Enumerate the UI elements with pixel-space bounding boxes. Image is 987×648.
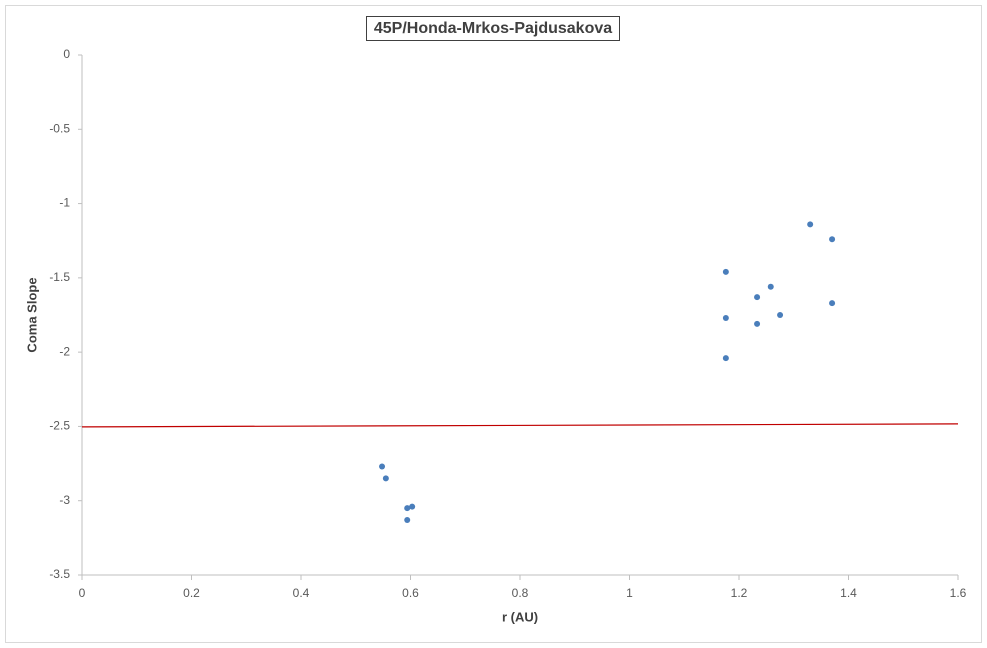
scatter-point xyxy=(754,294,761,301)
x-tick-label: 0 xyxy=(79,586,86,600)
title-box xyxy=(366,16,620,41)
y-tick-label: 0 xyxy=(63,47,70,61)
x-tick-label: 0.8 xyxy=(512,586,529,600)
x-tick-label: 1.2 xyxy=(731,586,748,600)
x-tick-label: 1.4 xyxy=(840,586,857,600)
y-tick-label: -2 xyxy=(59,344,70,358)
y-tick-label: -1.5 xyxy=(49,270,70,284)
scatter-point xyxy=(722,314,729,321)
scatter-point xyxy=(754,320,761,327)
scatter-point xyxy=(722,268,729,275)
y-tick-label: -3.5 xyxy=(49,567,70,581)
chart-border xyxy=(5,5,982,643)
y-tick-label: -3 xyxy=(59,493,70,507)
scatter-point xyxy=(379,463,386,470)
scatter-point xyxy=(829,236,836,243)
y-tick-label: -1 xyxy=(59,196,70,210)
x-tick-label: 1.6 xyxy=(950,586,967,600)
scatter-point xyxy=(404,517,411,524)
scatter-point xyxy=(409,503,416,510)
x-tick-label: 1 xyxy=(626,586,633,600)
scatter-point xyxy=(404,505,411,512)
y-tick-label: -0.5 xyxy=(49,121,70,135)
chart-title: 45P/Honda-Mrkos-Pajdusakova xyxy=(374,20,612,37)
x-tick-label: 0.2 xyxy=(183,586,200,600)
scatter-point xyxy=(767,283,774,290)
x-tick-label: 0.4 xyxy=(293,586,310,600)
scatter-point xyxy=(382,475,389,482)
y-tick-label: -2.5 xyxy=(49,419,70,433)
trendline xyxy=(81,423,959,428)
scatter-point xyxy=(777,312,784,318)
y-axis-title: Coma Slope xyxy=(24,277,39,352)
scatter-point xyxy=(807,221,814,228)
scatter-point xyxy=(722,355,729,362)
x-axis-title: r (AU) xyxy=(502,609,538,624)
x-tick-label: 0.6 xyxy=(402,586,419,600)
scatter-point xyxy=(829,300,836,307)
